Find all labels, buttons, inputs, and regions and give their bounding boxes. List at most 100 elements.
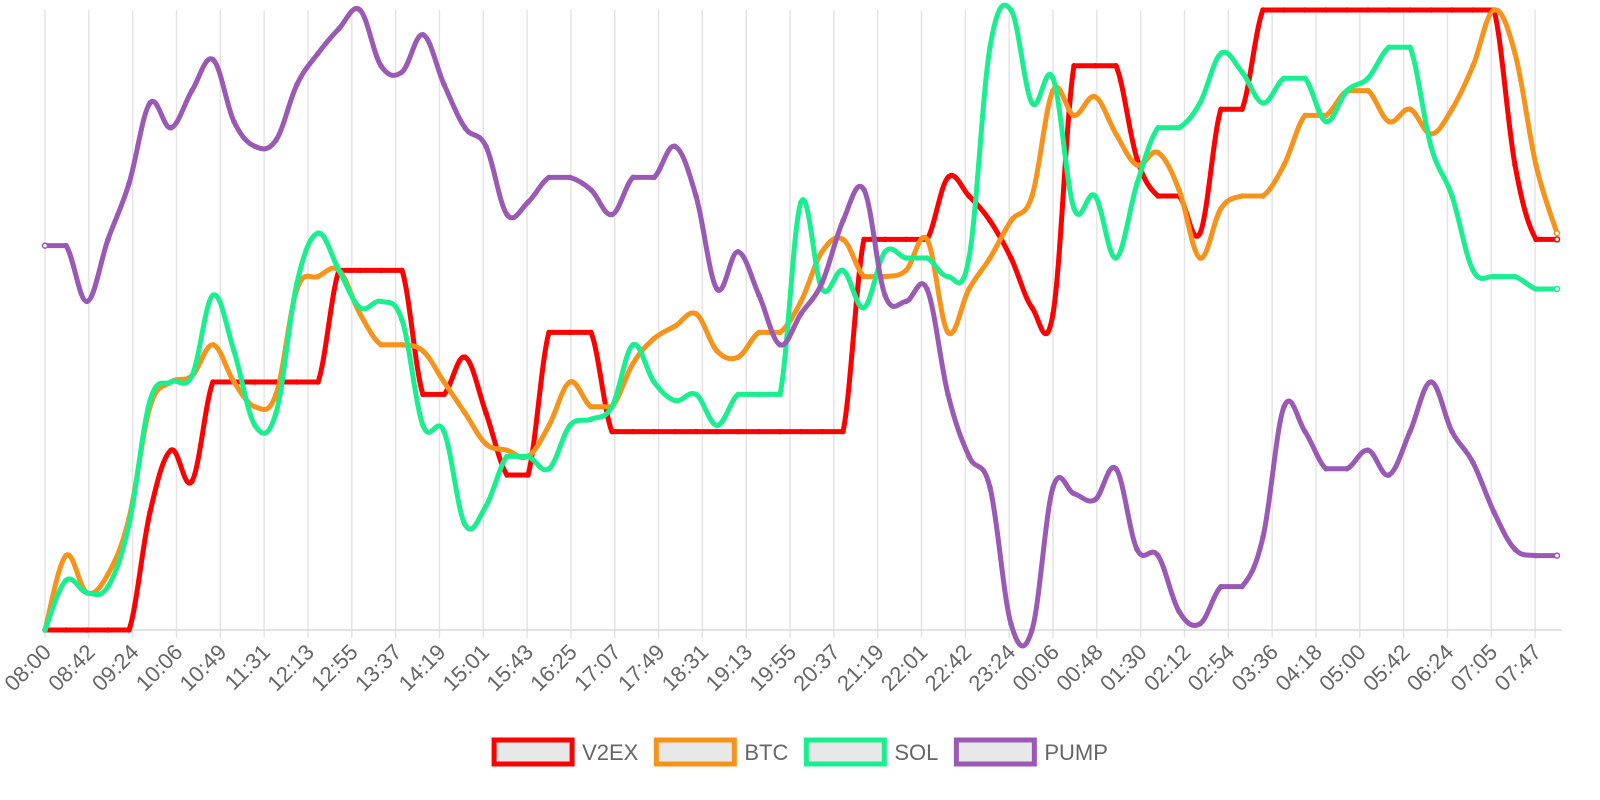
data-point bbox=[1512, 273, 1518, 280]
data-point bbox=[1029, 193, 1035, 199]
legend-item-btc[interactable]: BTC bbox=[653, 737, 788, 767]
data-point bbox=[1449, 428, 1455, 435]
legend-label: V2EX bbox=[582, 740, 639, 765]
x-tick-label: 19:13 bbox=[701, 639, 758, 696]
data-point bbox=[1407, 44, 1413, 50]
data-point bbox=[1260, 534, 1266, 540]
data-point bbox=[1029, 627, 1035, 633]
x-tick-label: 21:19 bbox=[832, 639, 889, 696]
data-point bbox=[1428, 143, 1434, 150]
data-point bbox=[840, 218, 846, 224]
data-point bbox=[378, 342, 384, 348]
data-point bbox=[1092, 94, 1098, 100]
data-point bbox=[357, 304, 363, 311]
legend-item-v2ex[interactable]: V2EX bbox=[491, 737, 639, 767]
data-point bbox=[336, 267, 342, 274]
data-point bbox=[756, 428, 762, 435]
data-point bbox=[399, 267, 405, 274]
data-point bbox=[357, 267, 363, 274]
data-point bbox=[1281, 7, 1287, 13]
data-point bbox=[1218, 106, 1224, 112]
data-point bbox=[798, 199, 804, 205]
x-tick-label: 22:42 bbox=[920, 639, 977, 696]
legend-item-sol[interactable]: SOL bbox=[803, 737, 938, 767]
data-point bbox=[840, 267, 846, 274]
data-point bbox=[63, 627, 69, 633]
data-point bbox=[756, 292, 762, 298]
x-tick-label: 04:18 bbox=[1270, 639, 1327, 696]
data-point bbox=[882, 292, 888, 298]
data-point bbox=[231, 348, 237, 354]
data-point bbox=[105, 583, 111, 590]
data-point bbox=[945, 391, 951, 398]
data-point bbox=[336, 25, 342, 32]
x-tick-label: 05:42 bbox=[1358, 639, 1415, 696]
legend-label: BTC bbox=[744, 740, 788, 765]
data-point bbox=[378, 63, 384, 69]
data-point bbox=[945, 273, 951, 280]
data-point bbox=[714, 348, 720, 354]
data-point bbox=[147, 100, 153, 106]
series-line bbox=[42, 6, 1560, 649]
data-point bbox=[1050, 484, 1056, 491]
data-point bbox=[1239, 106, 1245, 112]
data-point bbox=[1533, 236, 1539, 243]
legend: V2EX BTC SOL PUMP bbox=[491, 737, 1108, 767]
data-point bbox=[819, 428, 825, 435]
series-sol bbox=[42, 2, 1561, 633]
x-tick-label: 16:25 bbox=[525, 639, 582, 696]
data-point bbox=[1302, 112, 1308, 119]
data-point bbox=[1008, 218, 1014, 224]
data-point bbox=[1260, 7, 1266, 13]
data-point bbox=[1134, 156, 1140, 162]
x-tick-label: 23:24 bbox=[964, 639, 1021, 696]
data-point bbox=[861, 304, 867, 311]
data-point bbox=[357, 7, 363, 13]
data-point bbox=[504, 472, 510, 478]
data-point bbox=[735, 249, 741, 255]
data-point bbox=[1260, 100, 1266, 106]
data-point bbox=[105, 236, 111, 243]
data-point bbox=[1176, 125, 1182, 131]
data-point bbox=[1134, 546, 1140, 553]
data-point bbox=[735, 428, 741, 435]
data-point bbox=[399, 317, 405, 323]
data-point bbox=[630, 428, 636, 435]
data-point bbox=[1050, 311, 1056, 317]
data-point bbox=[1239, 193, 1245, 199]
data-point bbox=[693, 391, 699, 398]
data-point bbox=[1176, 608, 1182, 615]
data-point bbox=[441, 81, 447, 88]
data-point bbox=[546, 422, 552, 429]
x-tick-label: 20:37 bbox=[788, 639, 845, 696]
data-point bbox=[231, 118, 237, 125]
data-point bbox=[1386, 118, 1392, 125]
data-point bbox=[1365, 447, 1371, 453]
x-tick-label: 15:01 bbox=[438, 639, 495, 696]
data-point bbox=[1344, 466, 1350, 472]
data-point bbox=[987, 218, 993, 224]
data-point bbox=[966, 286, 972, 292]
data-point bbox=[1239, 583, 1245, 590]
data-point bbox=[798, 428, 804, 435]
data-point bbox=[1470, 459, 1476, 466]
data-point bbox=[1092, 193, 1098, 199]
legend-item-pump[interactable]: PUMP bbox=[953, 737, 1108, 767]
data-point bbox=[840, 236, 846, 243]
data-point bbox=[882, 236, 888, 243]
x-tick-label: 14:19 bbox=[394, 639, 451, 696]
data-point bbox=[42, 627, 48, 633]
data-point bbox=[1155, 149, 1161, 156]
data-point bbox=[1176, 187, 1182, 193]
data-point bbox=[1491, 509, 1497, 515]
data-point bbox=[41, 242, 49, 249]
data-point bbox=[777, 391, 783, 398]
series-lines bbox=[41, 2, 1561, 649]
data-point bbox=[1197, 255, 1203, 261]
data-point bbox=[252, 379, 258, 385]
data-point bbox=[483, 503, 489, 509]
data-point bbox=[315, 273, 321, 280]
data-point bbox=[525, 453, 531, 460]
data-point bbox=[1491, 7, 1497, 13]
data-point bbox=[1386, 44, 1392, 50]
